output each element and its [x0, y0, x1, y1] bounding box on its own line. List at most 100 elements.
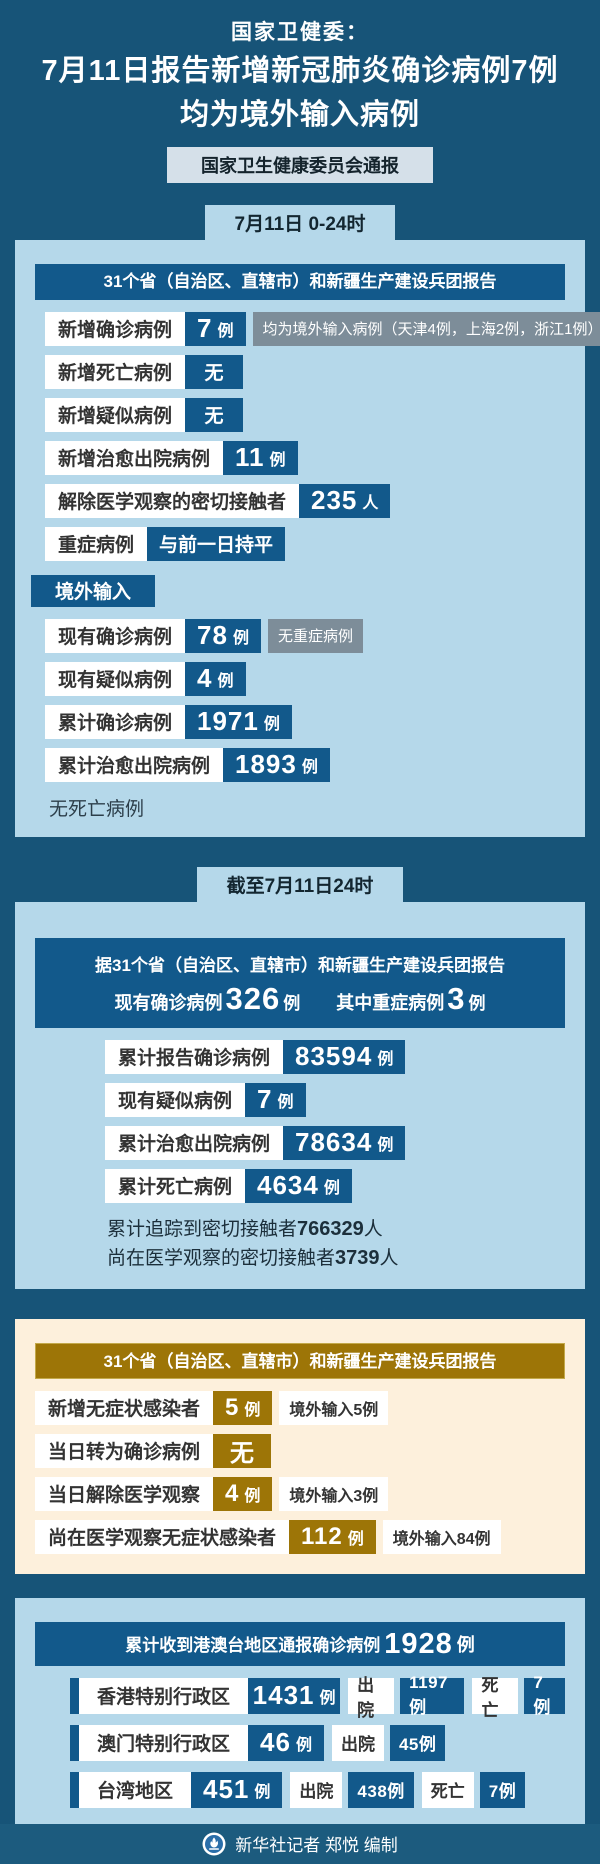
stat-number: 83594 [295, 1041, 377, 1072]
stat-number: 与前一日持平 [159, 530, 273, 557]
note-prefix: 尚在医学观察的密切接触者 [107, 1248, 335, 1269]
stat-label: 尚在医学观察无症状感染者 [35, 1520, 289, 1554]
stat-number: 78634 [295, 1127, 377, 1158]
footer-credit-bar: 新华社记者 郑悦 编制 [0, 1824, 600, 1864]
contact-tracing-note: 累计追踪到密切接触者766329人 [107, 1215, 565, 1244]
region-label: 台湾地区 [70, 1772, 191, 1808]
note-suffix: 人 [364, 1219, 383, 1240]
discharged-value: 438例 [348, 1772, 413, 1808]
tab-daily-period: 7月11日 0-24时 [205, 205, 396, 240]
region-label: 香港特别行政区 [70, 1678, 248, 1714]
stat-unit: 例 [277, 1088, 293, 1112]
region-unit: 例 [254, 1778, 270, 1802]
region-unit: 例 [296, 1731, 312, 1755]
contact-tracing-note: 尚在医学观察的密切接触者3739人 [107, 1244, 565, 1273]
stat-number: 112 [301, 1523, 348, 1551]
stat-note: 境外输入5例 [279, 1391, 388, 1425]
stat-label: 新增确诊病例 [45, 312, 185, 346]
stat-number: 无 [230, 1433, 254, 1468]
stat-number: 无 [205, 358, 224, 385]
stat-unit: 例 [270, 446, 286, 470]
no-deaths-footnote: 无死亡病例 [49, 794, 565, 821]
cumulative-intro-stats: 现有确诊病例 326 例 其中重症病例 3 例 [43, 981, 557, 1017]
stat-label: 现有确诊病例 [45, 619, 185, 653]
contact-tracing-notes: 累计追踪到密切接触者766329人 尚在医学观察的密切接触者3739人 [107, 1215, 565, 1273]
stat-note: 均为境外输入病例（天津4例，上海2例，浙江1例） [253, 312, 600, 346]
deaths-label: 死亡 [422, 1772, 474, 1808]
hmt-header-unit: 例 [457, 1635, 475, 1655]
stat-unit: 例 [348, 1525, 364, 1549]
deaths-value: 7例 [524, 1678, 565, 1714]
stat-label: 新增疑似病例 [45, 398, 185, 432]
stat-unit: 例 [217, 317, 233, 341]
stat-label: 累计报告确诊病例 [105, 1040, 283, 1074]
intro-stat-label: 现有确诊病例 [115, 989, 223, 1015]
footer-credit-text: 新华社记者 郑悦 编制 [235, 1831, 397, 1856]
stat-label: 当日转为确诊病例 [35, 1434, 213, 1468]
stat-value-box: 与前一日持平 [147, 527, 285, 561]
region-number: 46 [260, 1727, 296, 1758]
stat-label: 当日解除医学观察 [35, 1477, 213, 1511]
panel-cumulative: 据31个省（自治区、直辖市）和新疆生产建设兵团报告 现有确诊病例 326 例 其… [15, 902, 585, 1289]
stat-unit: 例 [324, 1174, 340, 1198]
stat-unit: 例 [233, 624, 249, 648]
stat-number: 4 [225, 1480, 244, 1508]
intro-stat-unit: 例 [468, 989, 485, 1014]
stat-label: 新增无症状感染者 [35, 1391, 213, 1425]
stat-row: 当日转为确诊病例 无 [35, 1434, 271, 1468]
stat-number: 无 [205, 401, 224, 428]
stat-unit: 人 [362, 489, 378, 513]
stat-row: 新增死亡病例 无 [45, 355, 243, 389]
imported-cases-sublabel: 境外输入 [31, 575, 155, 607]
stat-unit: 例 [264, 710, 280, 734]
stat-label: 累计确诊病例 [45, 705, 185, 739]
stat-row: 重症病例 与前一日持平 [45, 527, 285, 561]
cumulative-intro-box: 据31个省（自治区、直辖市）和新疆生产建设兵团报告 现有确诊病例 326 例 其… [35, 938, 565, 1028]
stat-number: 78 [197, 620, 233, 651]
note-prefix: 累计追踪到密切接触者 [107, 1219, 297, 1240]
stat-unit: 例 [377, 1045, 393, 1069]
note-number: 3739 [335, 1247, 380, 1269]
cumulative-intro-line: 据31个省（自治区、直辖市）和新疆生产建设兵团报告 [43, 951, 557, 976]
intro-stat: 其中重症病例 3 例 [336, 981, 485, 1017]
stat-label: 重症病例 [45, 527, 147, 561]
stat-value-box: 无 [213, 1434, 271, 1468]
stat-label: 现有疑似病例 [45, 662, 185, 696]
note-number: 766329 [297, 1218, 364, 1240]
region-number: 1431 [253, 1680, 320, 1711]
discharged-label: 出院 [332, 1725, 384, 1761]
stat-label: 累计治愈出院病例 [105, 1126, 283, 1160]
stat-label: 累计死亡病例 [105, 1169, 245, 1203]
